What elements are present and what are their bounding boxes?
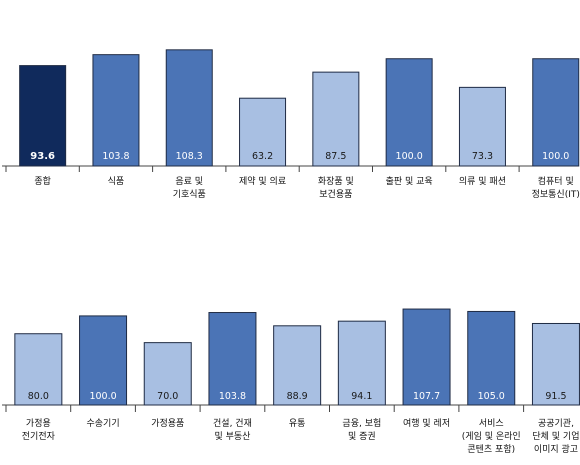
category-label-line: 정보통신(IT) [532, 189, 580, 200]
category-label-line: 음료 및 [175, 175, 203, 187]
bar-bottom-5 [337, 320, 386, 406]
category-label-bottom-6: 여행 및 레저 [403, 417, 450, 429]
category-label-top-5: 출판 및 교육 [386, 175, 433, 187]
category-label-line: 보건용품 [319, 189, 352, 200]
bar-bottom-0 [14, 333, 63, 406]
data-label-top-6: 73.3 [472, 151, 493, 162]
category-label-line: 단체 및 기업 [532, 430, 579, 442]
bar-bottom-4 [273, 325, 322, 406]
category-label-line: 유통 [289, 418, 306, 429]
category-label-line: 가정용품 [151, 418, 184, 429]
category-label-line: 건설, 건재 [213, 418, 252, 429]
category-label-top-1: 식품 [108, 176, 125, 187]
data-label-top-2: 108.3 [176, 151, 203, 162]
data-label-bottom-7: 105.0 [478, 391, 505, 402]
category-label-bottom-5: 금융, 보험 및 증권 [342, 418, 381, 442]
category-label-line: 화장품 및 [318, 175, 354, 187]
bar-bottom-6 [402, 308, 451, 406]
category-label-line: 및 증권 [348, 430, 376, 442]
category-label-line: 기호식품 [173, 189, 206, 200]
data-label-top-0: 93.6 [30, 151, 55, 162]
category-label-bottom-3: 건설, 건재 및 부동산 [213, 418, 252, 442]
category-label-line: 이미지 광고 [534, 443, 578, 455]
data-label-bottom-5: 94.1 [351, 391, 372, 402]
bar-top-3 [239, 97, 287, 167]
data-label-bottom-8: 91.5 [545, 391, 566, 402]
category-label-bottom-8: 공공기관, 단체 및 기업 이미지 광고 [532, 418, 579, 455]
category-label-line: 여행 및 레저 [403, 417, 450, 429]
bar-bottom-1 [79, 315, 128, 406]
category-label-top-3: 제약 및 의료 [239, 175, 286, 187]
category-label-line: 전기전자 [22, 431, 56, 442]
bar-top-1 [92, 54, 140, 167]
category-label-line: 컴퓨터 및 [538, 175, 574, 187]
data-label-top-4: 87.5 [325, 151, 346, 162]
category-label-line: 서비스 [479, 418, 504, 429]
bar-top-6 [458, 86, 506, 167]
bar-top-0 [19, 65, 67, 167]
data-label-bottom-4: 88.9 [287, 391, 308, 402]
category-label-line: (게임 및 온라인 [462, 430, 521, 442]
category-label-line: 금융, 보험 [342, 418, 381, 429]
data-label-top-1: 103.8 [102, 151, 129, 162]
bar-top-4 [312, 71, 360, 167]
bar-bottom-8 [531, 322, 580, 406]
bar-bottom-7 [467, 310, 516, 406]
category-label-bottom-2: 가정용품 [151, 418, 184, 429]
data-label-top-3: 63.2 [252, 151, 273, 162]
category-label-line: 출판 및 교육 [386, 175, 433, 187]
category-label-line: 식품 [108, 176, 125, 187]
category-label-bottom-4: 유통 [289, 418, 306, 429]
data-label-bottom-6: 107.7 [413, 391, 440, 402]
category-label-line: 의류 및 패션 [459, 175, 506, 187]
bar-top-5 [385, 58, 433, 167]
bar-top-7 [532, 58, 580, 167]
category-label-bottom-1: 수송기기 [86, 418, 119, 429]
data-label-bottom-0: 80.0 [28, 391, 49, 402]
data-label-top-5: 100.0 [396, 151, 423, 162]
category-label-line: 및 부동산 [214, 430, 250, 442]
category-label-top-6: 의류 및 패션 [459, 175, 506, 187]
category-label-top-0: 종합 [34, 176, 51, 187]
bar-top-2 [165, 49, 213, 167]
category-label-line: 콘텐츠 포함) [467, 444, 515, 455]
data-label-bottom-1: 100.0 [89, 391, 116, 402]
category-label-line: 가정용 [26, 418, 51, 429]
data-label-bottom-3: 103.8 [219, 391, 246, 402]
bar-bottom-2 [143, 342, 192, 406]
category-label-line: 종합 [34, 176, 51, 187]
data-label-top-7: 100.0 [542, 151, 569, 162]
category-label-line: 수송기기 [86, 418, 119, 429]
category-label-line: 공공기관, [538, 418, 574, 429]
category-label-line: 제약 및 의료 [239, 175, 286, 187]
data-label-bottom-2: 70.0 [157, 391, 178, 402]
bar-bottom-3 [208, 312, 257, 406]
